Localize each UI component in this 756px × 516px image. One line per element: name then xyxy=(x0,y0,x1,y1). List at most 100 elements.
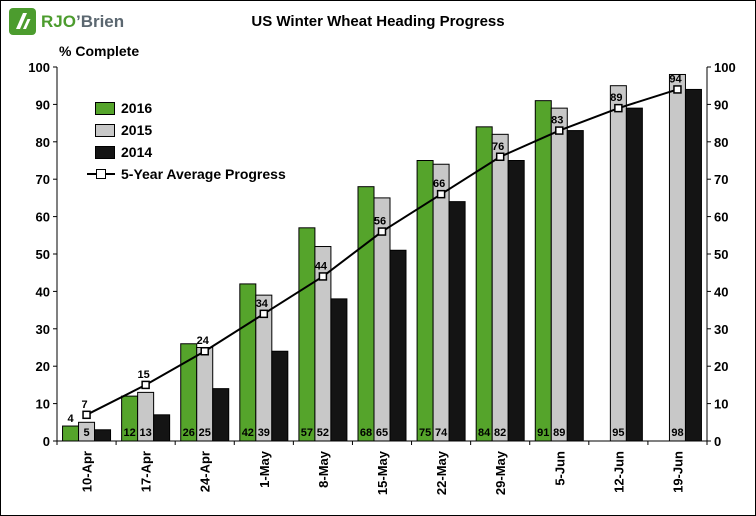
x-category-label: 17-Apr xyxy=(139,451,154,492)
bar-value-label: 26 xyxy=(183,427,195,439)
bar-2014-19-Jun xyxy=(684,88,702,442)
y-tick-label-right: 0 xyxy=(714,434,721,449)
bar-2016-15-May xyxy=(357,186,375,442)
bar-value-label: 74 xyxy=(435,427,448,439)
legend-item-2015: 2015 xyxy=(95,119,286,141)
x-category-label: 22-May xyxy=(434,450,449,495)
legend-label-2014: 2014 xyxy=(121,144,153,160)
bar-2014-15-May xyxy=(389,249,407,442)
line-marker xyxy=(377,227,387,236)
bar-value-label: 42 xyxy=(242,427,254,439)
bar-2016-5-Jun xyxy=(534,100,552,442)
legend-swatch-2016 xyxy=(95,101,115,115)
y-tick-label-left: 0 xyxy=(43,434,50,449)
bar-value-label: 65 xyxy=(376,427,388,439)
line-marker xyxy=(318,272,328,281)
legend-label-5yr-average: 5-Year Average Progress xyxy=(121,166,286,182)
y-tick-label-right: 30 xyxy=(714,322,728,337)
chart-title: US Winter Wheat Heading Progress xyxy=(251,13,505,30)
line-marker xyxy=(436,189,446,199)
line-marker xyxy=(555,126,564,135)
x-category-label: 1-May xyxy=(257,450,272,488)
line-value-label: 56 xyxy=(374,216,386,228)
legend-label-2015: 2015 xyxy=(121,122,153,138)
bar-value-label: 13 xyxy=(140,427,152,439)
bar-2015-5-Jun xyxy=(550,107,568,442)
bar-2014-29-May xyxy=(507,160,525,442)
bar-2014-8-May xyxy=(330,298,348,442)
x-category-label: 8-May xyxy=(316,450,331,488)
line-value-label: 15 xyxy=(138,369,150,381)
y-tick-label-right: 70 xyxy=(714,172,728,187)
line-value-label: 7 xyxy=(81,399,87,411)
bar-value-label: 95 xyxy=(612,427,624,439)
y-tick-label-right: 20 xyxy=(714,359,728,374)
y-tick-label-left: 70 xyxy=(36,172,50,187)
bar-2016-1-May xyxy=(239,283,257,442)
bar-2016-10-Apr xyxy=(62,425,80,442)
rjo-logo-text: RJO’Brien xyxy=(41,12,124,32)
bar-2016-29-May xyxy=(475,126,493,442)
bar-2015-22-May xyxy=(432,163,450,442)
line-value-label: 89 xyxy=(610,92,622,104)
line-marker xyxy=(259,309,269,319)
legend-swatch-2014 xyxy=(95,145,115,159)
y-tick-label-left: 80 xyxy=(36,135,50,150)
bar-value-label: 75 xyxy=(419,427,431,439)
bar-2014-10-Apr xyxy=(94,429,112,442)
bar-2015-29-May xyxy=(491,133,509,442)
line-marker xyxy=(614,103,623,113)
line-value-label: 83 xyxy=(551,115,563,127)
bar-2014-17-Apr xyxy=(153,414,171,442)
legend-item-2016: 2016 xyxy=(95,97,286,119)
line-value-label: 66 xyxy=(433,178,445,190)
y-tick-label-left: 20 xyxy=(36,359,50,374)
rjo-brien-logo: RJO’Brien xyxy=(9,8,124,35)
bar-2014-1-May xyxy=(271,350,289,442)
bar-value-label: 12 xyxy=(124,427,136,439)
rjo-logo-icon xyxy=(9,8,36,35)
y-tick-label-left: 100 xyxy=(28,60,50,75)
bar-value-label: 68 xyxy=(360,427,372,439)
line-value-label: 34 xyxy=(256,298,269,310)
line-value-label: 94 xyxy=(669,73,682,85)
y-tick-label-right: 50 xyxy=(714,247,728,262)
legend-label-2016: 2016 xyxy=(121,100,153,116)
x-category-label: 29-May xyxy=(493,450,508,495)
bar-2015-12-Jun xyxy=(609,85,627,442)
bar-2014-24-Apr xyxy=(212,388,230,442)
y-tick-label-left: 10 xyxy=(36,397,50,412)
x-category-label: 19-Jun xyxy=(670,451,685,493)
y-tick-label-right: 40 xyxy=(714,284,728,299)
line-marker xyxy=(495,152,505,162)
y-tick-label-right: 80 xyxy=(714,135,728,150)
logo-brand-secondary: ’Brien xyxy=(75,11,125,31)
bar-2014-5-Jun xyxy=(566,130,584,442)
line-value-label: 44 xyxy=(315,260,328,272)
bar-2016-22-May xyxy=(416,160,434,442)
x-category-label: 12-Jun xyxy=(611,451,626,493)
legend-line-sample xyxy=(87,169,115,179)
legend-item-5yr-average: 5-Year Average Progress xyxy=(87,163,286,185)
legend-item-2014: 2014 xyxy=(95,141,286,163)
x-category-label: 10-Apr xyxy=(80,451,95,492)
bar-value-label: 39 xyxy=(258,427,270,439)
bar-value-label: 82 xyxy=(494,427,506,439)
bar-value-label: 52 xyxy=(317,427,329,439)
line-marker xyxy=(673,85,682,94)
legend-line-marker-icon xyxy=(96,169,106,179)
y-tick-label-left: 30 xyxy=(36,322,50,337)
y-tick-label-right: 90 xyxy=(714,97,728,112)
y-tick-label-left: 90 xyxy=(36,97,50,112)
bar-2015-19-Jun xyxy=(668,73,686,442)
bar-value-label: 84 xyxy=(478,427,491,439)
legend: 2016 2015 2014 5-Year Average Progress xyxy=(87,97,286,185)
x-category-label: 5-Jun xyxy=(552,451,567,486)
legend-swatch-2015 xyxy=(95,123,115,137)
bar-2014-12-Jun xyxy=(625,107,643,442)
bar-value-label: 5 xyxy=(83,427,89,439)
line-value-label: 24 xyxy=(197,335,210,347)
line-value-label: 76 xyxy=(492,141,504,153)
